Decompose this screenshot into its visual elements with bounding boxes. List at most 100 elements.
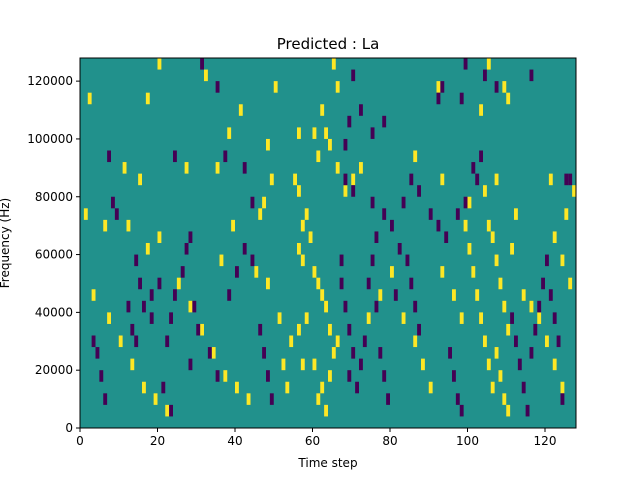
heatmap-cell-low (413, 300, 418, 313)
heatmap-cell-high (235, 381, 239, 394)
heatmap-cell-low (471, 162, 476, 174)
heatmap-cell-low (343, 173, 348, 186)
heatmap-cell-high (297, 127, 301, 139)
heatmap-cell-high (502, 81, 507, 93)
heatmap-cell-high (320, 289, 325, 301)
heatmap-cell-low (258, 323, 263, 336)
heatmap-cell-high (304, 208, 309, 220)
heatmap-cell-low (374, 231, 379, 243)
heatmap-cell-high (568, 277, 573, 290)
heatmap-cell-low (165, 335, 170, 348)
x-tick-label: 120 (534, 434, 557, 448)
heatmap-cell-high (452, 289, 456, 301)
heatmap-cell-high (184, 162, 189, 174)
heatmap-cells (83, 58, 576, 417)
heatmap-cell-low (173, 150, 177, 163)
heatmap-cell-high (502, 300, 507, 313)
heatmap-cell-low (417, 323, 421, 336)
heatmap-cell-high (227, 127, 232, 139)
heatmap-cell-high (572, 185, 576, 197)
heatmap-cell-high (204, 69, 208, 82)
heatmap-cell-high (390, 266, 394, 278)
heatmap-cell-high (483, 185, 487, 197)
heatmap-cell-high (483, 335, 487, 348)
heatmap-cell-high (564, 208, 569, 220)
heatmap-cell-low (351, 185, 356, 197)
heatmap-cell-low (242, 162, 247, 174)
heatmap-cell-high (312, 266, 317, 278)
heatmap-cell-high (366, 312, 371, 324)
heatmap-cell-low (130, 323, 135, 336)
heatmap-cell-low (192, 300, 197, 313)
heatmap-cell-low (444, 231, 449, 243)
heatmap-cell-high (312, 358, 317, 371)
heatmap-cell-high (331, 58, 336, 70)
x-tick-label: 100 (456, 434, 479, 448)
heatmap-cell-high (436, 81, 441, 93)
heatmap-cell-low (235, 266, 239, 278)
heatmap-cell-high (560, 381, 565, 394)
x-tick-label: 20 (150, 434, 165, 448)
heatmap-cell-high (316, 150, 321, 163)
heatmap-cell-high (273, 81, 278, 93)
heatmap-cell-high (238, 104, 243, 116)
heatmap-cell-low (266, 370, 270, 382)
heatmap-cell-high (502, 393, 507, 405)
heatmap-cell-low (196, 323, 201, 336)
heatmap-cell-high (118, 335, 123, 348)
heatmap-cell-high (254, 266, 259, 278)
x-tick-label: 60 (305, 434, 320, 448)
heatmap-cell-high (312, 127, 317, 139)
heatmap-cell-high (335, 335, 340, 348)
heatmap-cell-high (459, 312, 464, 324)
heatmap-cell-high (324, 300, 328, 313)
heatmap-cell-low (370, 127, 375, 139)
heatmap-cell-low (188, 231, 193, 243)
heatmap-cell-low (436, 219, 441, 232)
heatmap-cell-high (130, 358, 135, 371)
heatmap-cell-low (180, 266, 185, 278)
heatmap-cell-low (370, 196, 375, 209)
heatmap-cell-low (455, 208, 460, 220)
heatmap-cell-high (281, 358, 286, 371)
heatmap-cell-high (506, 404, 511, 417)
heatmap-cell-high (316, 393, 321, 405)
heatmap-cell-low (339, 254, 344, 267)
heatmap-cell-low (479, 150, 483, 163)
heatmap-cell-low (351, 69, 356, 82)
heatmap-cell-high (215, 162, 220, 174)
heatmap-cell-low (91, 335, 96, 348)
x-axis-label: Time step (297, 456, 357, 470)
heatmap-cell-low (339, 277, 344, 290)
heatmap-cell-low (452, 370, 456, 382)
heatmap-cell-high (269, 173, 274, 186)
heatmap-cell-low (215, 81, 220, 93)
x-tick-label: 0 (76, 434, 84, 448)
heatmap-cell-high (560, 254, 565, 267)
heatmap-cell-low (200, 58, 204, 70)
heatmap-cell-high (548, 173, 553, 186)
heatmap-cell-low (359, 104, 363, 116)
heatmap-cell-high (266, 138, 270, 151)
heatmap-cell-high (266, 277, 270, 290)
heatmap-cell-high (494, 347, 499, 359)
heatmap-cell-high (335, 81, 340, 93)
x-tick-label: 40 (227, 434, 242, 448)
heatmap-cell-low (514, 335, 518, 348)
heatmap-cell-high (506, 323, 511, 336)
heatmap-cell-high (514, 208, 518, 220)
heatmap-cell-low (343, 138, 348, 151)
heatmap-cell-high (316, 277, 321, 290)
heatmap-cell-low (386, 393, 390, 405)
heatmap-cell-high (145, 92, 150, 105)
heatmap-cell-low (269, 393, 274, 405)
heatmap-cell-low (103, 393, 108, 405)
heatmap-cell-low (343, 300, 348, 313)
heatmap-cell-low (548, 289, 553, 301)
heatmap-cell-low (184, 243, 189, 255)
heatmap-cell-low (362, 335, 367, 348)
heatmap-cell-high (308, 231, 313, 243)
chart-title: Predicted : La (277, 35, 380, 53)
heatmap-cell-low (417, 185, 421, 197)
